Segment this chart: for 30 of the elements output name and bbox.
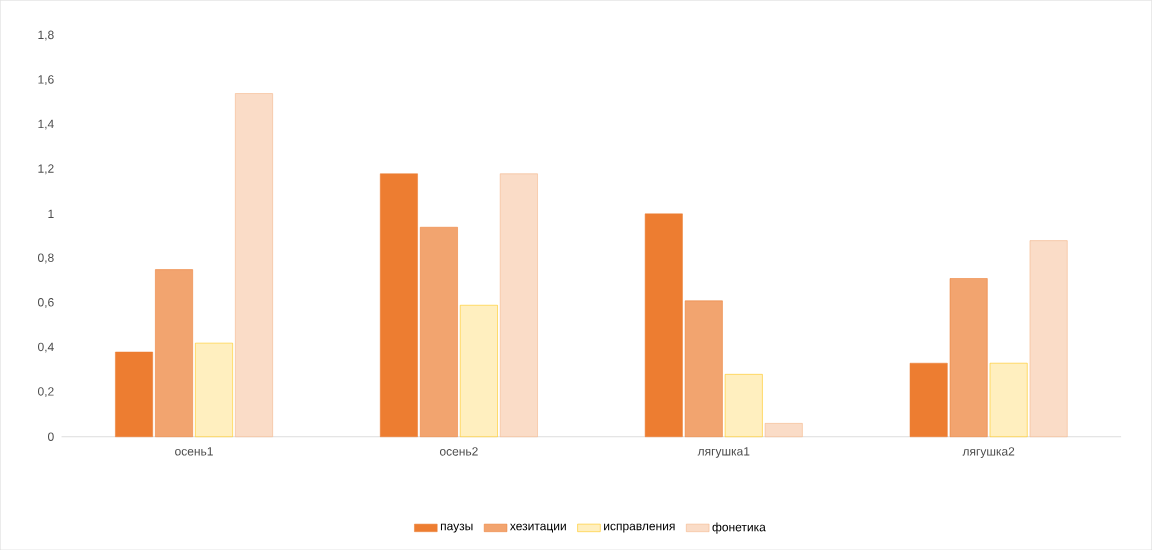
y-tick-label: 0,8 — [37, 253, 54, 264]
y-tick-label: 1,4 — [38, 119, 54, 130]
bar — [764, 422, 803, 437]
y-tick-label: 1,2 — [38, 164, 54, 175]
legend-label: хезитации — [510, 523, 566, 533]
x-tick-label: осень1 — [175, 446, 213, 456]
bar — [1029, 240, 1068, 437]
x-tick-label: лягушка2 — [962, 446, 1015, 458]
y-tick-label: 0,2 — [37, 387, 54, 397]
y-tick-label: 1,8 — [38, 30, 54, 41]
legend-label: исправления — [604, 523, 675, 533]
y-tick-label: 1,6 — [38, 75, 54, 85]
bar — [155, 269, 193, 437]
bar — [419, 226, 458, 437]
legend-label: паузы — [440, 523, 473, 533]
y-tick-label: 1 — [48, 209, 54, 218]
bar — [195, 342, 233, 437]
bar — [379, 173, 418, 437]
bar — [499, 173, 538, 437]
bar — [989, 362, 1028, 437]
y-tick-label: 0 — [47, 432, 54, 441]
x-tick-label: лягушка1 — [697, 446, 750, 458]
bar — [724, 373, 763, 437]
bar — [115, 351, 153, 437]
bar — [235, 93, 273, 437]
x-tick-label: осень2 — [439, 446, 478, 456]
legend-label: фонетика — [712, 522, 766, 534]
y-tick-label: 0,6 — [37, 297, 54, 308]
y-tick-label: 0,4 — [37, 342, 54, 353]
bar — [459, 304, 498, 437]
